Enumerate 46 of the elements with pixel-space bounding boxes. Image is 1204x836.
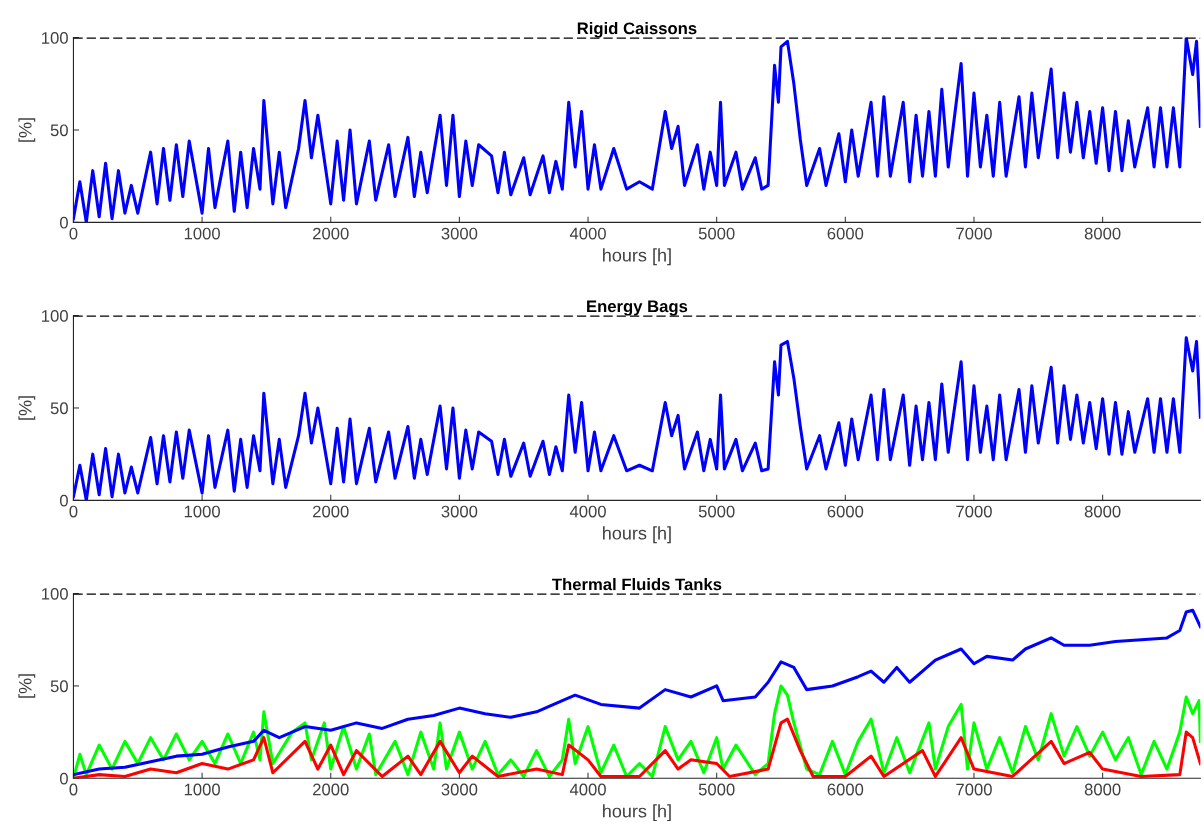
x-tick-label: 4000 — [569, 783, 606, 796]
x-tick-label: 2000 — [313, 505, 349, 518]
x-tick-label: 2000 — [313, 783, 349, 796]
x-tick-label: 0 — [69, 783, 78, 796]
x-tick-label: 4000 — [569, 227, 606, 240]
x-tick-label: 6000 — [827, 783, 864, 796]
x-tick-label: 1000 — [184, 783, 220, 796]
y-tick-label: 50 — [50, 680, 68, 693]
x-tick-label: 6000 — [827, 227, 864, 240]
y-tick-label: 100 — [42, 32, 68, 44]
y-tick-label: 50 — [50, 402, 68, 415]
y-tick-label: 100 — [42, 587, 68, 600]
chart-title: Energy Bags — [587, 300, 688, 316]
x-tick-label: 8000 — [1084, 505, 1121, 518]
x-tick-label: 1000 — [184, 505, 220, 518]
x-tick-label: 2000 — [313, 227, 349, 240]
x-tick-label: 8000 — [1084, 783, 1121, 796]
x-tick-label: 3000 — [441, 505, 478, 518]
x-tick-label: 1000 — [184, 227, 220, 240]
x-tick-label: 6000 — [827, 505, 864, 518]
y-axis-title: [%] — [18, 118, 36, 142]
line-series — [73, 37, 1201, 223]
x-tick-label: 0 — [69, 227, 78, 240]
y-axis-title: [%] — [18, 674, 36, 698]
y-tick-label: 0 — [59, 494, 68, 507]
x-axis-title: hours [h] — [603, 526, 671, 544]
x-tick-label: 3000 — [441, 783, 478, 796]
y-tick-label: 0 — [59, 772, 68, 785]
chart-title: Thermal Fluids Tanks — [552, 578, 722, 591]
x-tick-label: 0 — [69, 505, 78, 518]
x-tick-label: 5000 — [698, 505, 735, 518]
x-tick-label: 4000 — [569, 505, 606, 518]
x-tick-label: 3000 — [441, 227, 478, 240]
x-tick-label: 5000 — [698, 783, 735, 796]
y-tick-label: 50 — [50, 124, 68, 137]
y-axis-title: [%] — [18, 396, 36, 420]
x-axis-title: hours [h] — [603, 804, 671, 822]
x-axis-title: hours [h] — [603, 248, 671, 266]
x-tick-label: 7000 — [956, 227, 992, 240]
y-tick-label: 0 — [59, 216, 68, 229]
x-tick-label: 8000 — [1084, 227, 1121, 240]
x-tick-label: 7000 — [956, 783, 992, 796]
y-tick-label: 100 — [42, 309, 68, 322]
x-tick-label: 7000 — [956, 505, 992, 518]
chart-title: Rigid Caissons — [577, 22, 697, 38]
x-tick-label: 5000 — [698, 227, 735, 240]
